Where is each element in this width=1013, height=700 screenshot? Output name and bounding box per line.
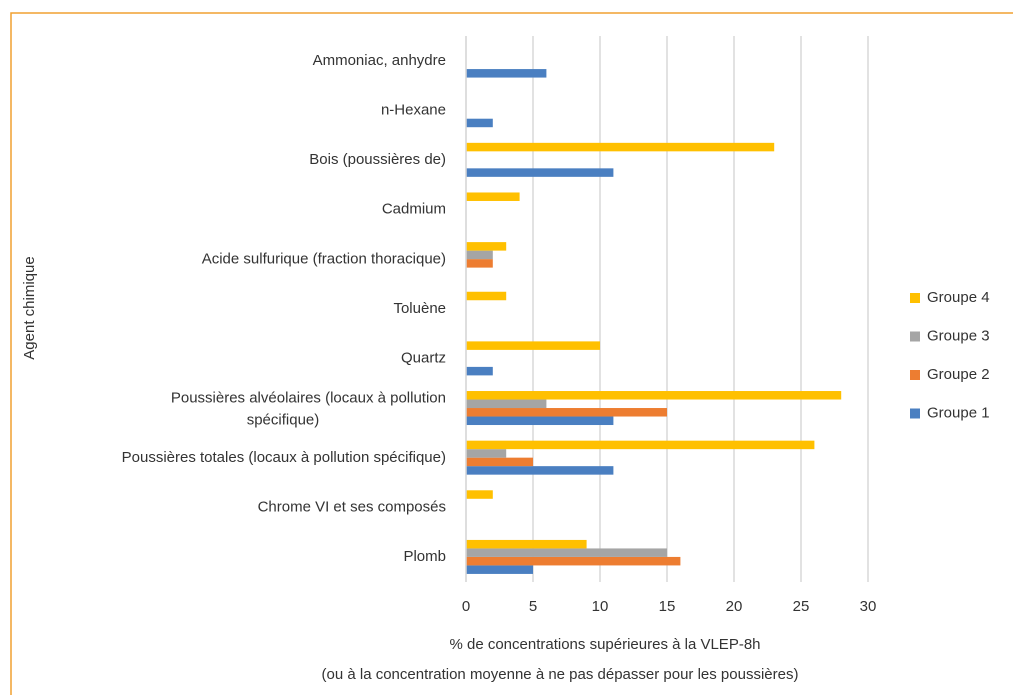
y-tick-label: Bois (poussières de) — [309, 151, 446, 168]
legend-swatch — [910, 408, 920, 419]
x-tick-label: 5 — [529, 598, 537, 615]
bar — [466, 539, 587, 549]
x-tick-label: 20 — [726, 598, 743, 615]
bar — [466, 259, 493, 268]
bar — [466, 242, 507, 251]
y-tick-label: Acide sulfurique (fraction thoracique) — [202, 250, 446, 267]
frame — [10, 12, 1013, 700]
y-tick-label: Poussières alvéolaires (locaux à polluti… — [171, 389, 446, 428]
y-tick-label: Quartz — [401, 350, 446, 367]
x-tick-label: 25 — [793, 598, 810, 615]
y-tick-label: Ammoniac, anhydre — [313, 52, 446, 69]
bar — [466, 291, 507, 301]
legend-label: Groupe 4 — [927, 289, 990, 306]
y-tick-label: Toluène — [393, 300, 446, 317]
bar — [466, 466, 614, 475]
legend-swatch — [910, 370, 920, 380]
bar — [466, 440, 815, 450]
y-tick-label: Chrome VI et ses composés — [258, 499, 446, 516]
bar — [466, 416, 614, 426]
legend-swatch — [910, 293, 920, 303]
legend-label: Groupe 3 — [927, 327, 990, 344]
bar — [466, 490, 493, 499]
legend-label: Groupe 1 — [927, 404, 990, 421]
bar — [466, 168, 614, 177]
x-tick-label: 30 — [860, 598, 877, 615]
x-axis-title: % de concentrations supérieures à la VLE… — [449, 636, 760, 653]
bar — [466, 548, 667, 557]
bar — [466, 69, 547, 78]
bar — [466, 408, 667, 417]
bar — [466, 449, 507, 458]
x-tick-label: 15 — [659, 598, 676, 615]
bar — [466, 556, 681, 566]
y-tick-label: n-Hexane — [381, 101, 446, 118]
bar — [466, 399, 547, 409]
bar — [466, 118, 493, 128]
bar — [466, 565, 533, 574]
x-tick-label: 0 — [462, 598, 470, 615]
bar — [466, 192, 520, 201]
y-axis-title: Agent chimique — [21, 256, 38, 359]
bar — [466, 250, 493, 260]
y-tick-label: Cadmium — [382, 201, 446, 218]
legend-swatch — [910, 331, 920, 342]
y-tick-label: Plomb — [403, 548, 446, 565]
bar — [466, 366, 493, 376]
x-axis-title: (ou à la concentration moyenne à ne pas … — [322, 666, 799, 683]
bar — [466, 457, 533, 467]
y-tick-label: Poussières totales (locaux à pollution s… — [122, 449, 446, 466]
bar — [466, 341, 600, 350]
bar — [466, 142, 775, 152]
x-tick-label: 10 — [592, 598, 609, 615]
legend-label: Groupe 2 — [927, 366, 990, 383]
bar — [466, 391, 842, 400]
